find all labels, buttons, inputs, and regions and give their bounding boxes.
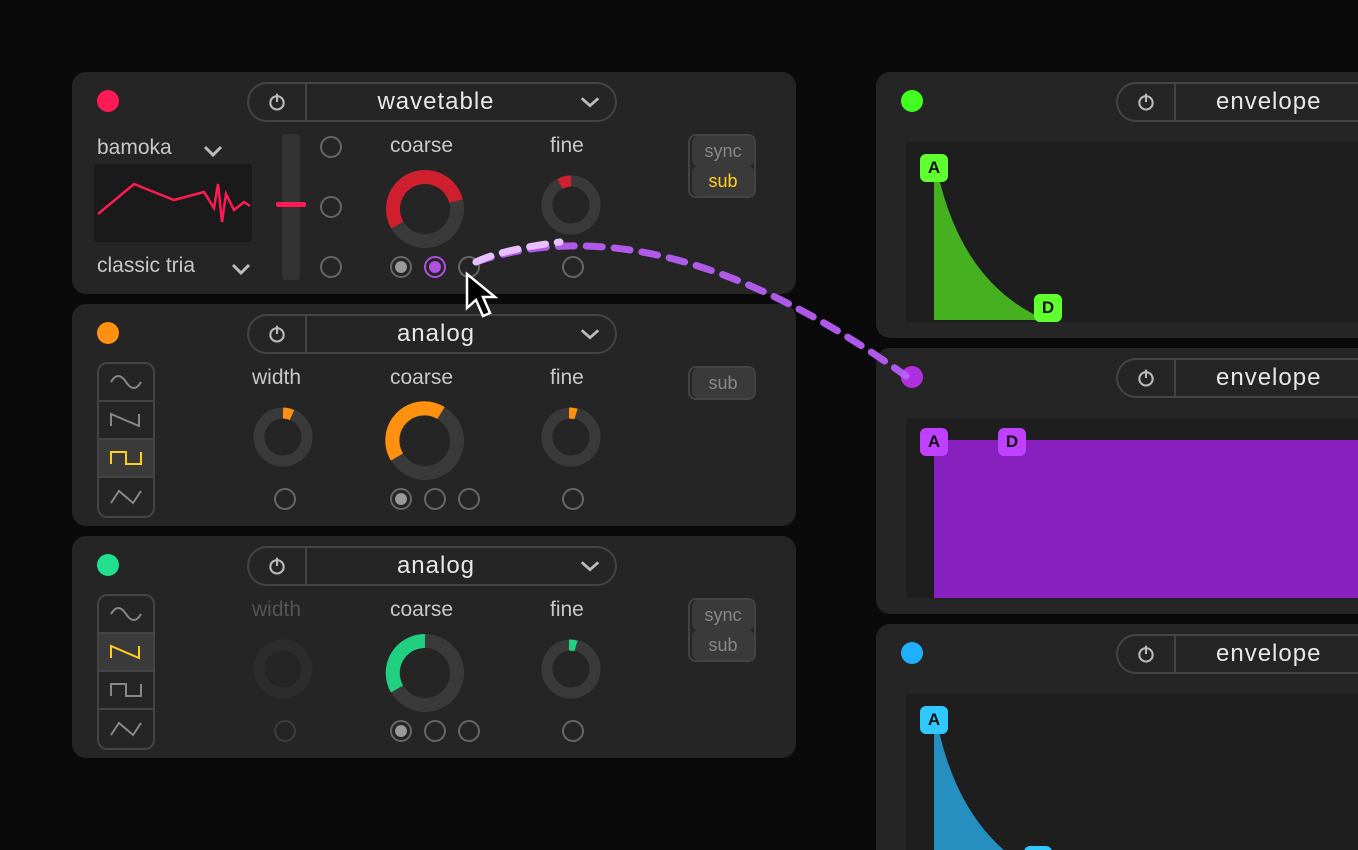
osc-type-label[interactable]: analog [307,552,565,580]
envelope-display[interactable]: A D [906,142,1358,322]
wave-square-button[interactable] [99,440,153,478]
envelope-display[interactable]: A D [906,418,1358,598]
fader-mod-slot-3[interactable] [320,256,342,278]
preset-bottom-label[interactable]: classic tria [97,254,195,278]
fine-knob[interactable] [536,634,606,704]
preset-bottom-dropdown-icon[interactable] [230,262,252,276]
fader-mod-slot-1[interactable] [320,136,342,158]
env-attack-handle[interactable]: A [920,154,948,182]
coarse-knob[interactable] [380,164,470,254]
fine-label: fine [550,134,584,158]
osc-led-2 [97,322,119,344]
power-button[interactable] [249,84,307,120]
width-mod-slot [274,720,296,742]
wave-saw-button[interactable] [99,402,153,440]
coarse-mod-slot-1[interactable] [390,720,412,742]
fine-knob[interactable] [536,402,606,472]
sync-sub-group: sync sub [688,134,756,198]
osc-led-1 [97,90,119,112]
coarse-label: coarse [390,366,453,390]
osc-type-dropdown[interactable] [565,559,615,573]
sync-sub-group: sync sub [688,598,756,662]
envelope-display[interactable]: A D [906,694,1358,850]
coarse-mod-slot-3[interactable] [458,488,480,510]
fine-mod-slot[interactable] [562,720,584,742]
wt-position-fader[interactable] [282,134,300,280]
osc-title-bar-1: wavetable [247,82,617,122]
coarse-mod-slot-2[interactable] [424,488,446,510]
fine-label: fine [550,598,584,622]
fine-mod-slot[interactable] [562,256,584,278]
coarse-mod-slot-3[interactable] [458,720,480,742]
env-panel-2: envelope A D [876,348,1358,614]
waveform-selector [97,594,155,750]
osc-panel-1: wavetable bamoka classic tria coarse fin… [72,72,796,294]
width-knob[interactable] [248,402,318,472]
env-panel-1: envelope A D [876,72,1358,338]
wave-triangle-button[interactable] [99,710,153,748]
env-panel-3: envelope A D [876,624,1358,850]
waveform-selector [97,362,155,518]
sub-button[interactable]: sub [692,166,754,196]
wave-saw-button[interactable] [99,634,153,672]
wave-square-button[interactable] [99,672,153,710]
env-decay-handle[interactable]: D [1024,846,1052,850]
sub-button[interactable]: sub [692,630,754,660]
env-title-bar-1: envelope [1116,82,1358,122]
coarse-mod-slot-2[interactable] [424,720,446,742]
env-decay-handle[interactable]: D [1034,294,1062,322]
width-mod-slot[interactable] [274,488,296,510]
env-type-label[interactable]: envelope [1176,88,1358,116]
coarse-label: coarse [390,598,453,622]
width-label: width [252,366,301,390]
env-led-2 [901,366,923,388]
env-attack-handle[interactable]: A [920,706,948,734]
fine-mod-slot[interactable] [562,488,584,510]
env-title-bar-3: envelope [1116,634,1358,674]
osc-type-label[interactable]: analog [307,320,565,348]
env-title-bar-2: envelope [1116,358,1358,398]
env-led-1 [901,90,923,112]
osc-title-bar-2: analog [247,314,617,354]
fine-knob[interactable] [536,170,606,240]
osc-title-bar-3: analog [247,546,617,586]
osc-type-dropdown[interactable] [565,95,615,109]
sync-button[interactable]: sync [692,600,754,630]
env-type-label[interactable]: envelope [1176,640,1358,668]
osc-led-3 [97,554,119,576]
coarse-mod-slot-1[interactable] [390,488,412,510]
env-decay-handle[interactable]: D [998,428,1026,456]
width-knob [248,634,318,704]
power-button[interactable] [249,548,307,584]
env-type-label[interactable]: envelope [1176,364,1358,392]
wave-sine-button[interactable] [99,364,153,402]
coarse-mod-slot-3[interactable] [458,256,480,278]
coarse-label: coarse [390,134,453,158]
osc-type-label[interactable]: wavetable [307,88,565,116]
env-attack-handle[interactable]: A [920,428,948,456]
osc-type-dropdown[interactable] [565,327,615,341]
osc-panel-2: analog width coarse fine [72,304,796,526]
fine-label: fine [550,366,584,390]
fader-mod-slot-2[interactable] [320,196,342,218]
coarse-knob[interactable] [380,396,470,486]
power-button[interactable] [1118,636,1176,672]
power-button[interactable] [1118,360,1176,396]
coarse-mod-slot-1[interactable] [390,256,412,278]
sub-button[interactable]: sub [692,368,754,398]
waveform-display[interactable] [94,164,252,242]
power-button[interactable] [1118,84,1176,120]
wave-triangle-button[interactable] [99,478,153,516]
preset-top-label[interactable]: bamoka [97,136,172,160]
env-led-3 [901,642,923,664]
wave-sine-button[interactable] [99,596,153,634]
preset-top-dropdown-icon[interactable] [202,144,224,158]
coarse-knob[interactable] [380,628,470,718]
power-button[interactable] [249,316,307,352]
osc-panel-3: analog width coarse fine [72,536,796,758]
sync-button[interactable]: sync [692,136,754,166]
coarse-mod-slot-2[interactable] [424,256,446,278]
width-label: width [252,598,301,622]
sub-group: sub [688,366,756,400]
